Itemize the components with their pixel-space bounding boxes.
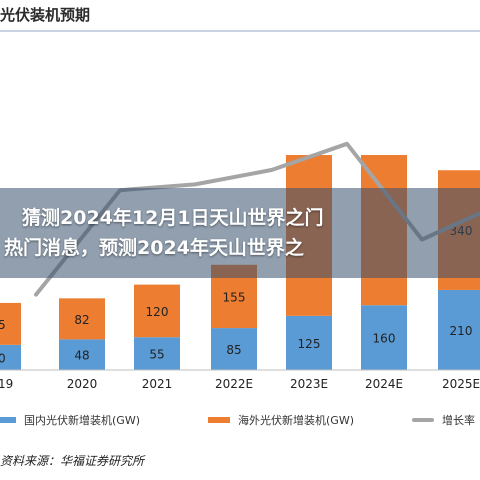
chart-title: 光伏装机预期 [0, 6, 91, 24]
bar-domestic-label: 85 [226, 343, 241, 357]
bar-domestic [361, 305, 407, 370]
x-tick-label: 2020 [67, 377, 98, 391]
legend-growth-swatch [412, 418, 434, 422]
legend-domestic-swatch [0, 417, 16, 423]
bar-domestic [211, 328, 257, 370]
legend-domestic: 国内光伏新增装机(GW) [0, 412, 140, 428]
headline-overlay: 猜测2024年12月1日天山世界之门 热门消息，预测2024年天山世界之 [0, 188, 480, 278]
x-tick-label: 2025E [442, 377, 480, 391]
bar-domestic-label: 125 [298, 337, 321, 351]
legend-overseas: 海外光伏新增装机(GW) [208, 412, 354, 428]
bar-domestic-label: 160 [373, 332, 396, 346]
bar-overseas [0, 302, 21, 345]
bar-domestic [286, 315, 332, 370]
x-tick-label: 2019 [0, 377, 13, 391]
x-tick-label: 2022E [215, 377, 253, 391]
bar-domestic [59, 339, 105, 370]
source-note: 资料来源：华福证券研究所 [0, 454, 145, 468]
bar-overseas [134, 284, 180, 338]
headline-line-1: 猜测2024年12月1日天山世界之门 [22, 207, 324, 229]
legend-growth-label: 增长率 [442, 414, 475, 427]
legend-overseas-label: 海外光伏新增装机(GW) [238, 414, 354, 427]
bar-domestic [438, 289, 480, 370]
bar-domestic [0, 344, 21, 370]
title-rule [0, 30, 480, 32]
bar-domestic-label: 48 [74, 349, 89, 363]
legend-overseas-swatch [208, 417, 230, 423]
legend-growth: 增长率 [412, 412, 475, 428]
x-tick-label: 2024E [365, 377, 403, 391]
bar-domestic [134, 337, 180, 370]
chart-legend: 国内光伏新增装机(GW) 海外光伏新增装机(GW) 增长率 [0, 412, 480, 434]
legend-domestic-label: 国内光伏新增装机(GW) [24, 414, 140, 427]
bar-domestic-label: 30 [0, 351, 6, 365]
bar-overseas-label: 120 [146, 305, 169, 319]
headline-line-2: 热门消息，预测2024年天山世界之 [4, 237, 304, 259]
bar-overseas-label: 155 [223, 290, 246, 304]
bar-overseas [59, 298, 105, 340]
bar-overseas-label: 85 [0, 318, 6, 332]
bar-domestic-label: 210 [450, 324, 473, 338]
x-tick-label: 2021 [142, 377, 173, 391]
bar-overseas-label: 82 [74, 313, 89, 327]
bar-domestic-label: 55 [149, 348, 164, 362]
x-tick-label: 2023E [290, 377, 328, 391]
